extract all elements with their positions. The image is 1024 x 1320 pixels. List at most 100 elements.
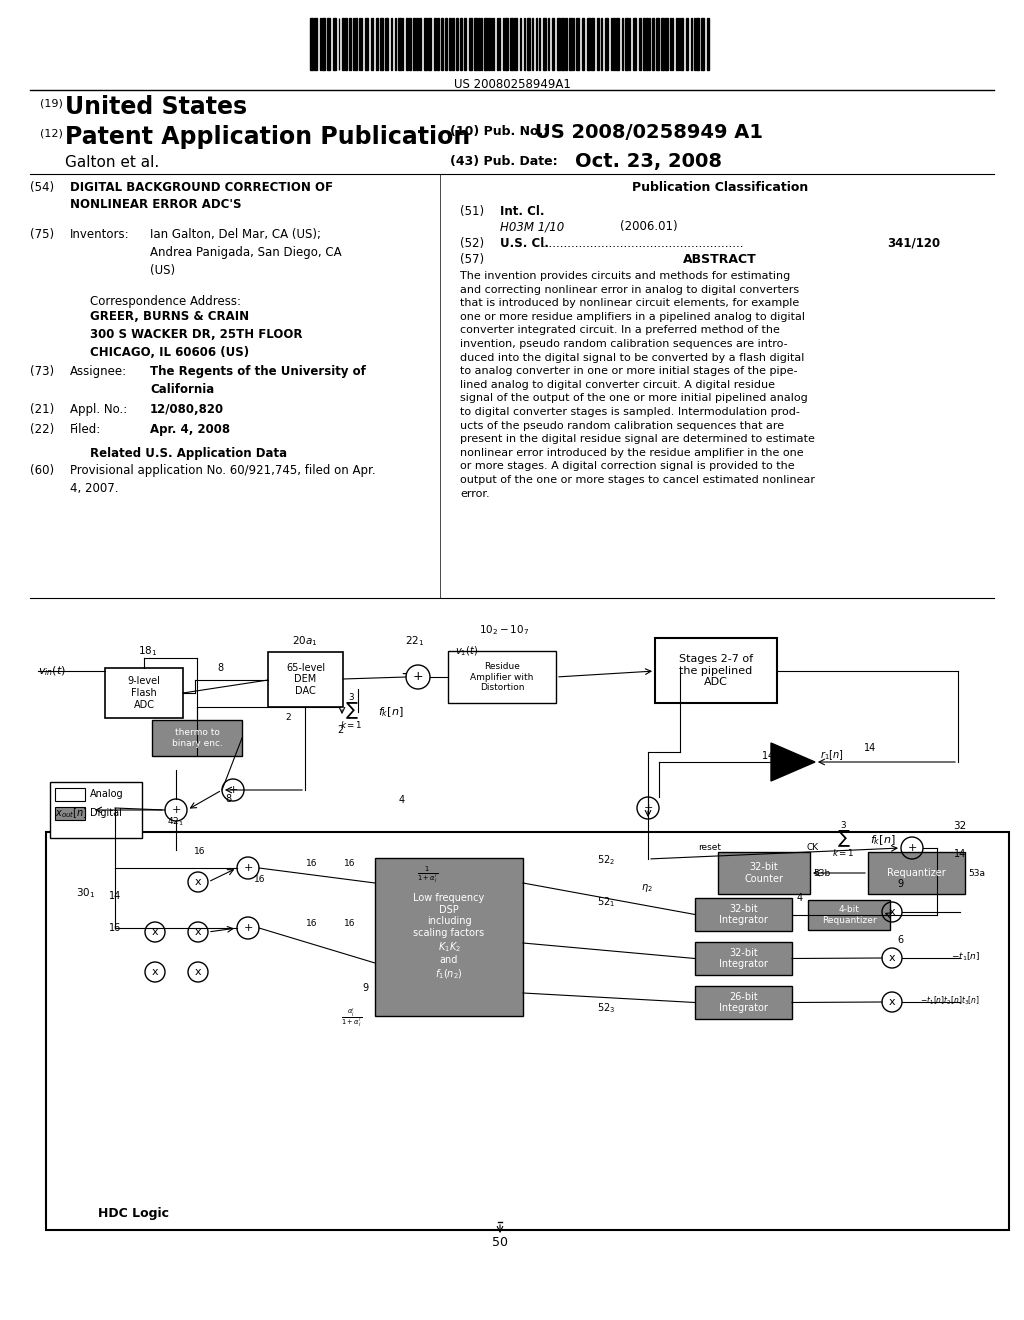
Text: U.S. Cl.: U.S. Cl. xyxy=(500,238,549,249)
Bar xyxy=(569,18,572,70)
Text: H03M 1/10: H03M 1/10 xyxy=(500,220,564,234)
Text: (12): (12) xyxy=(40,128,62,139)
Text: 14: 14 xyxy=(954,849,966,859)
Text: (60): (60) xyxy=(30,465,54,477)
Text: 16: 16 xyxy=(306,920,317,928)
Text: $18_1$: $18_1$ xyxy=(138,644,158,657)
Bar xyxy=(444,18,446,70)
Text: (2006.01): (2006.01) xyxy=(620,220,678,234)
Text: (51): (51) xyxy=(460,205,484,218)
Bar xyxy=(655,638,777,704)
Bar xyxy=(380,18,383,70)
Text: Int. Cl.: Int. Cl. xyxy=(500,205,545,218)
Bar xyxy=(349,18,351,70)
Text: x: x xyxy=(889,907,895,917)
Bar xyxy=(808,900,890,931)
Bar xyxy=(665,18,668,70)
Text: 16: 16 xyxy=(344,920,355,928)
Bar xyxy=(469,18,472,70)
Text: x: x xyxy=(195,876,202,887)
Text: 16: 16 xyxy=(344,859,355,869)
Text: $f_k[n]$: $f_k[n]$ xyxy=(378,705,403,719)
Text: US 20080258949A1: US 20080258949A1 xyxy=(454,78,570,91)
Text: +: + xyxy=(244,863,253,873)
Bar xyxy=(416,18,418,70)
Text: ABSTRACT: ABSTRACT xyxy=(683,253,757,267)
Text: $x_{out}[n]$: $x_{out}[n]$ xyxy=(55,807,88,820)
Text: 9: 9 xyxy=(897,879,903,888)
Text: (22): (22) xyxy=(30,422,54,436)
Bar xyxy=(365,18,368,70)
Text: Ian Galton, Del Mar, CA (US);
Andrea Panigada, San Diego, CA
(US): Ian Galton, Del Mar, CA (US); Andrea Pan… xyxy=(150,228,342,277)
Text: +: + xyxy=(244,923,253,933)
Bar xyxy=(474,18,477,70)
Bar xyxy=(695,942,792,975)
Bar xyxy=(718,851,810,894)
Bar xyxy=(583,18,585,70)
Bar xyxy=(564,18,567,70)
Bar xyxy=(105,668,183,718)
Bar xyxy=(375,858,523,1016)
Text: Correspondence Address:: Correspondence Address: xyxy=(90,294,241,308)
Text: 50: 50 xyxy=(492,1237,508,1250)
Bar xyxy=(505,18,508,70)
Text: $52_1$: $52_1$ xyxy=(597,895,615,909)
Text: Galton et al.: Galton et al. xyxy=(65,154,160,170)
Bar xyxy=(643,18,645,70)
Text: The invention provides circuits and methods for estimating
and correcting nonlin: The invention provides circuits and meth… xyxy=(460,271,815,499)
Text: 4-bit
Requantizer: 4-bit Requantizer xyxy=(821,906,877,925)
Bar xyxy=(407,18,409,70)
Text: 341/120: 341/120 xyxy=(887,238,940,249)
Text: Oct. 23, 2008: Oct. 23, 2008 xyxy=(575,152,722,172)
Text: $52_2$: $52_2$ xyxy=(597,853,615,867)
Text: 16: 16 xyxy=(254,875,266,884)
Text: $f_k[n]$: $f_k[n]$ xyxy=(870,833,896,847)
Text: +: + xyxy=(907,843,916,853)
Bar xyxy=(652,18,654,70)
Text: 9-level
Flash
ADC: 9-level Flash ADC xyxy=(128,676,161,710)
Text: (10) Pub. No.:: (10) Pub. No.: xyxy=(450,125,548,139)
Text: Residue
Amplifier with
Distortion: Residue Amplifier with Distortion xyxy=(470,663,534,692)
Bar xyxy=(457,18,459,70)
Bar xyxy=(410,18,412,70)
Bar xyxy=(676,18,678,70)
Text: (21): (21) xyxy=(30,403,54,416)
Bar xyxy=(514,18,517,70)
Text: Requantizer: Requantizer xyxy=(887,869,946,878)
Bar xyxy=(419,18,421,70)
Text: HDC Logic: HDC Logic xyxy=(98,1206,169,1220)
Bar xyxy=(560,18,563,70)
Bar xyxy=(55,788,85,801)
Bar xyxy=(868,851,965,894)
Bar xyxy=(660,18,664,70)
Text: 4: 4 xyxy=(797,894,803,903)
Bar xyxy=(656,18,658,70)
Bar xyxy=(552,18,554,70)
Text: Patent Application Publication: Patent Application Publication xyxy=(65,125,470,149)
Text: $\frac{1}{1+\alpha_i^{\prime}}$: $\frac{1}{1+\alpha_i^{\prime}}$ xyxy=(418,865,438,886)
Bar xyxy=(686,18,688,70)
Text: x: x xyxy=(195,927,202,937)
Bar xyxy=(314,18,316,70)
Text: thermo to
binary enc.: thermo to binary enc. xyxy=(172,729,222,747)
Bar xyxy=(449,651,556,704)
Text: 53a: 53a xyxy=(968,869,985,878)
Bar xyxy=(345,18,347,70)
Text: GREER, BURNS & CRAIN
300 S WACKER DR, 25TH FLOOR
CHICAGO, IL 60606 (US): GREER, BURNS & CRAIN 300 S WACKER DR, 25… xyxy=(90,310,302,359)
Text: +: + xyxy=(228,785,238,795)
Text: Stages 2-7 of
the pipelined
ADC: Stages 2-7 of the pipelined ADC xyxy=(679,653,753,688)
Bar xyxy=(695,898,792,931)
Text: Digital: Digital xyxy=(90,808,122,818)
Text: $10_2 - 10_7$: $10_2 - 10_7$ xyxy=(479,623,529,636)
Text: 65-level
DEM
DAC: 65-level DEM DAC xyxy=(286,663,325,696)
Bar xyxy=(615,18,618,70)
Bar xyxy=(449,18,451,70)
Bar xyxy=(527,18,530,70)
Bar xyxy=(437,18,438,70)
Text: The Regents of the University of
California: The Regents of the University of Califor… xyxy=(150,366,366,396)
Text: 2: 2 xyxy=(337,725,343,735)
Text: 14: 14 xyxy=(864,743,877,752)
Text: x: x xyxy=(889,997,895,1007)
Bar xyxy=(605,18,608,70)
Bar xyxy=(543,18,546,70)
